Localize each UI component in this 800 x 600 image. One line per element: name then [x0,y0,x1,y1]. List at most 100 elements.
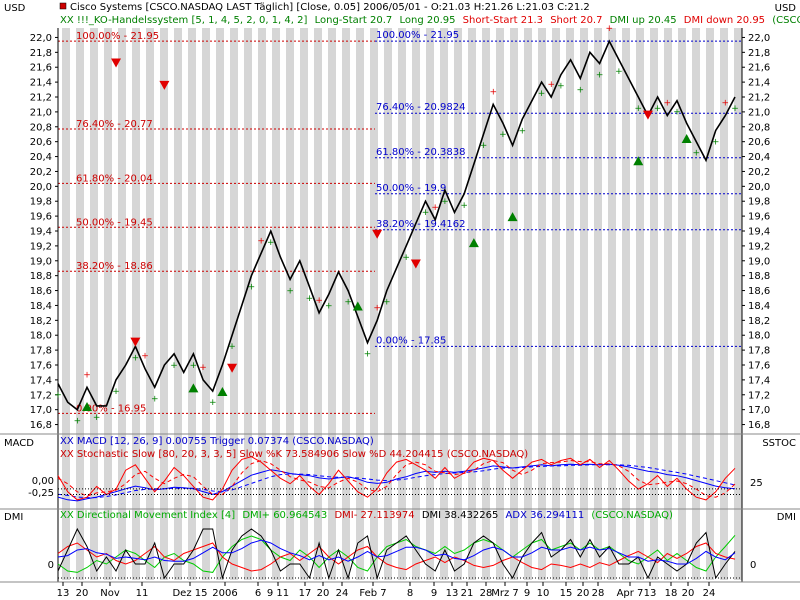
macd-legend: XX MACD [12, 26, 9] 0.00755 Trigger 0.07… [60,436,374,447]
gray-band [650,28,658,580]
long-stop-marker: + [286,286,294,296]
long-stop-marker: + [673,108,681,118]
short-stop-marker: + [373,303,381,313]
sell-signal-triangle [642,110,653,120]
dmi-panel-series-adx [57,539,736,565]
y-tick-label-right: 19,0 [748,256,770,267]
short-stop-marker: + [431,203,439,213]
gray-band [188,28,196,580]
sell-signal-triangle [372,229,383,239]
long-stop-marker: + [209,398,217,408]
gray-band [202,28,210,580]
gray-band [706,28,714,580]
y-tick-label-right: 20,6 [748,137,770,148]
x-tick-label: 20 [76,588,89,599]
gray-band [398,28,406,580]
gray-band [734,28,742,580]
x-tick-label: Mrz 7 [491,588,519,599]
long-stop-marker: + [422,208,430,218]
gray-band [230,28,238,580]
long-start: Long-Start 20.7 [315,15,393,26]
gray-band [622,28,630,580]
y-tick-label-right: 19,8 [748,197,770,208]
gray-band [440,28,448,580]
gray-band [538,28,546,580]
dmi-legend: XX Directional Movement Index [4] DMI+ 6… [60,510,673,521]
gray-band [328,28,336,580]
y-tick-label-right: 17,0 [748,405,770,416]
long-stop-marker: + [306,294,314,304]
y-tick-label-right: 19,2 [748,241,770,252]
y-tick-label: 19,2 [30,241,52,252]
x-tick-label: Nov [100,588,120,599]
fib-label-left: 76.40% - 20.77 [76,119,153,130]
fib-label-right: 100.00% - 21.95 [376,30,459,41]
y-tick-label: 17,0 [30,405,52,416]
y-tick-label-right: 20,2 [748,167,770,178]
gray-band [62,28,70,580]
gray-band [76,28,84,580]
short-stop-marker: + [83,370,91,380]
fib-label-right: 0.00% - 17.85 [376,335,446,346]
gray-band [720,28,728,580]
gray-band [244,28,252,580]
x-axis: 13 20 Nov 11 Dez 15 2006 6 9 11 17 20 24 Feb 7 8 9 13 2… [57,582,715,599]
y-tick-label: 18,8 [30,271,52,282]
sstoc-tick-25: 25 [750,478,763,489]
sstoc-panel-label: SSTOC [762,438,796,449]
gray-band [286,28,294,580]
short-stop-marker: + [489,87,497,97]
y-tick-label: 18,4 [30,301,52,312]
long-stop-marker: + [267,238,275,248]
dmi-down: DMI down 20.95 [684,15,765,26]
long-stop-marker: + [132,353,140,363]
sell-signal-triangle [111,58,122,68]
short-stop-marker: + [199,363,207,373]
long-stop-marker: + [54,391,62,401]
y-tick-label: 17,2 [30,390,52,401]
gray-band [216,28,224,580]
short-value: Short 20.7 [550,15,602,26]
gray-band [426,28,434,580]
y-tick-label-right: 20,4 [748,152,770,163]
y-tick-label: 20,0 [30,182,52,193]
gray-band [594,28,602,580]
y-tick-label-right: 18,4 [748,301,770,312]
y-tick-label-right: 21,4 [748,78,770,89]
gray-band [104,28,112,580]
gray-band [118,28,126,580]
axes: 16,8 16,8 17,0 17,0 17,2 17,2 17,4 17,4 17,6 17,6… [0,28,800,583]
long-stop-marker: + [248,283,256,293]
gray-band [258,28,266,580]
y-tick-label-right: 17,2 [748,390,770,401]
gray-band [496,28,504,580]
short-stop-marker: + [141,352,149,362]
dmi-legend-name: XX Directional Movement Index [4] [60,510,235,521]
x-tick-label: 13 [446,588,459,599]
y-tick-label-right: 19,4 [748,227,770,238]
gray-band [132,28,140,580]
long-stop-marker: + [344,298,352,308]
long-stop-marker: + [557,82,565,92]
x-tick-label: 2006 [212,588,237,599]
long-stop-marker: + [615,67,623,77]
x-tick-label: 9 [431,588,437,599]
gray-band [580,28,588,580]
dmi-plus-value: DMI+ 60.964543 [242,510,327,521]
long-stop-marker: + [480,141,488,151]
gray-band [412,28,420,580]
long-stop-marker: + [93,413,101,423]
x-tick-label: 28 [592,588,605,599]
long-stop-marker: + [499,130,507,140]
long-stop-marker: + [112,387,120,397]
dmi-symbol: (CSCO.NASDAQ) [591,510,673,521]
y-tick-label-right: 21,8 [748,48,770,59]
long-stop-marker: + [538,89,546,99]
y-tick-label: 17,4 [30,375,52,386]
gray-band [468,28,476,580]
x-tick-label: 9 11 [267,588,289,599]
y-tick-label: 21,8 [30,48,52,59]
gray-band [608,28,616,580]
long-stop-marker: + [712,138,720,148]
